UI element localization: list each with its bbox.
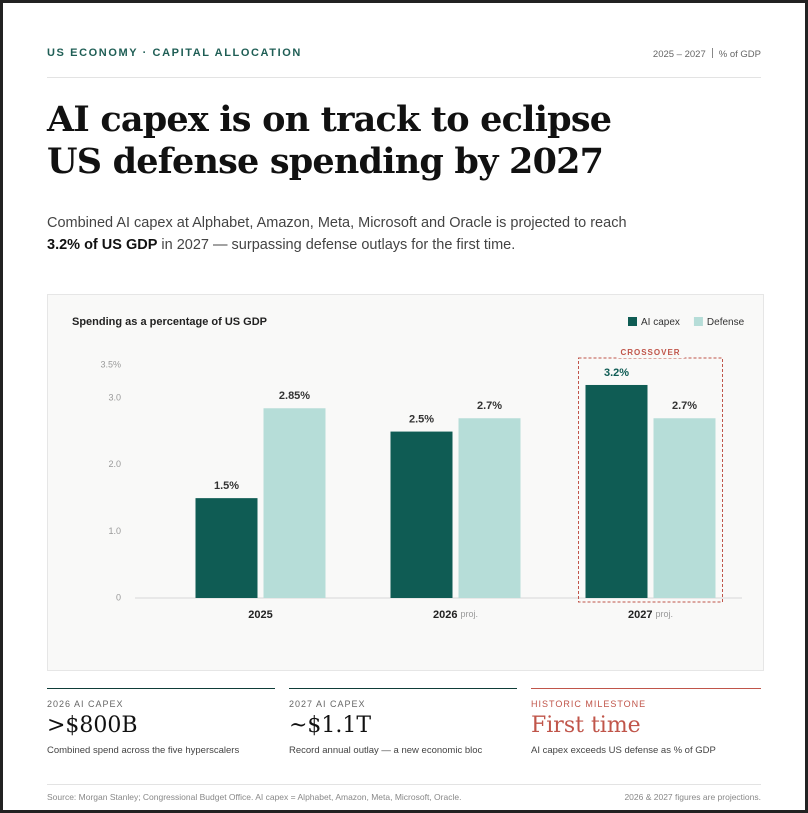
stat: HISTORIC MILESTONE First time AI capex exc…: [531, 688, 761, 756]
headline: AI capex is on track to eclipse US defens…: [47, 99, 612, 183]
stat-value: First time: [531, 713, 641, 738]
divider: [47, 77, 761, 78]
value-label: 2.85%: [279, 390, 310, 402]
y-tick-label: 3.0: [108, 393, 121, 403]
headline-line: US defense spending by 2027: [47, 141, 604, 182]
stat: 2027 AI CAPEX ~$1.1T Record annual outlay …: [289, 688, 517, 756]
stat-value: ~$1.1T: [289, 713, 372, 738]
x-tick-label: 2026 proj.: [433, 609, 478, 621]
bar: [585, 384, 648, 598]
y-tick-label: 2.0: [108, 459, 121, 469]
divider: [47, 784, 761, 785]
period: 2025 – 2027: [652, 49, 706, 60]
legend-label: AI capex: [641, 317, 680, 328]
subtitle: Combined AI capex at Alphabet, Amazon, M…: [47, 213, 647, 256]
chart: Spending as a percentage of US GDP 0 1.0 2…: [47, 294, 764, 671]
y-tick-label: 0: [116, 592, 121, 602]
stat: 2026 AI CAPEX >$800B Combined spend across…: [47, 688, 275, 756]
stat-label: HISTORIC MILESTONE: [531, 699, 647, 709]
headline-line: AI capex is on track to eclipse: [47, 99, 612, 140]
subtitle-text: Combined AI capex at Alphabet, Amazon, M…: [47, 215, 627, 231]
stat-label: 2027 AI CAPEX: [289, 699, 366, 709]
stat-note: Combined spend across the five hyperscal…: [47, 745, 240, 756]
category-label: 2025: [248, 609, 272, 621]
category-note: proj.: [655, 609, 673, 619]
stat-value: >$800B: [47, 713, 138, 738]
legend-label: Defense: [707, 317, 745, 328]
bar: [653, 418, 716, 598]
stat-note: AI capex exceeds US defense as % of GDP: [531, 745, 716, 756]
bar: [195, 498, 258, 598]
category-note: proj.: [460, 609, 478, 619]
legend-swatch: [693, 317, 703, 326]
legend-swatch: [628, 317, 637, 326]
stat-label: 2026 AI CAPEX: [47, 699, 124, 709]
chart-title: Spending as a percentage of US GDP: [72, 316, 267, 328]
crossover-label: CROSSOVER: [620, 348, 680, 357]
crossover-label-bg: [616, 348, 685, 358]
value-label: 2.7%: [477, 400, 502, 412]
meta: 2025 – 2027 % of GDP: [653, 48, 761, 60]
bar: [458, 418, 521, 598]
bar: [390, 431, 453, 598]
source: Source: Morgan Stanley; Congressional Bu…: [47, 792, 462, 802]
y-tick-label: 3.5%: [100, 359, 121, 369]
value-label: 2.5%: [409, 413, 434, 425]
subtitle-highlight: 3.2% of US GDP: [47, 236, 158, 253]
footnote: 2026 & 2027 figures are projections.: [624, 792, 761, 802]
value-label: 2.7%: [672, 400, 697, 412]
subtitle-text: in 2027 — surpassing defense outlays for…: [157, 236, 516, 253]
unit: % of GDP: [718, 49, 761, 60]
infographic: US ECONOMY · CAPITAL ALLOCATION 2025 – 2…: [3, 3, 805, 810]
category-label: 2026: [433, 609, 457, 621]
category-label: 2027: [628, 609, 652, 621]
value-label: 1.5%: [214, 480, 239, 492]
bar: [263, 408, 326, 598]
x-tick-label: 2025: [248, 609, 272, 621]
kicker: US ECONOMY · CAPITAL ALLOCATION: [47, 47, 302, 59]
x-tick-label: 2027 proj.: [628, 609, 673, 621]
y-tick-label: 1.0: [108, 526, 121, 536]
value-label: 3.2%: [604, 367, 629, 379]
stat-note: Record annual outlay — a new economic bl…: [289, 745, 483, 756]
